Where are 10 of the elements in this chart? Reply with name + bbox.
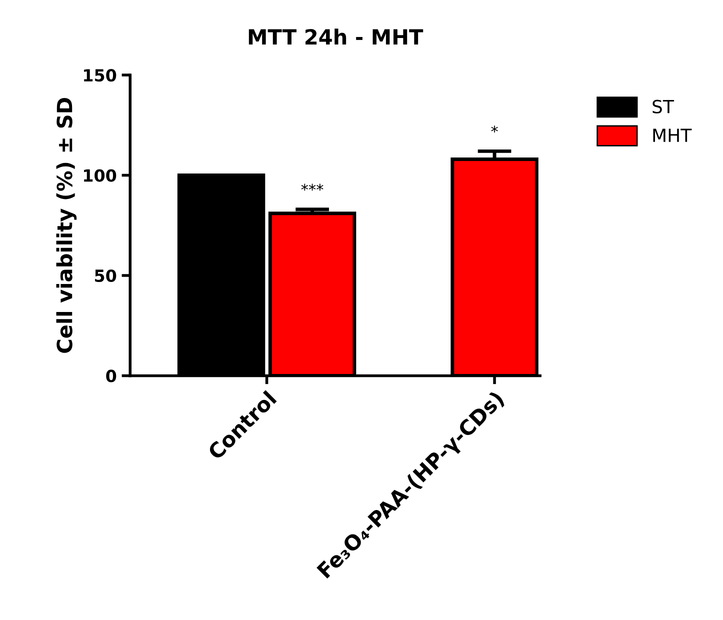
chart-title: MTT 24h - MHT xyxy=(248,28,424,44)
legend-label: ST xyxy=(652,100,674,114)
y-tick-label: 50 xyxy=(95,269,116,282)
y-tick-label: 150 xyxy=(84,68,116,82)
y-tick-label: 0 xyxy=(106,370,116,382)
annotation: *** xyxy=(301,184,324,191)
annotation: * xyxy=(491,126,498,133)
legend-label: MHT xyxy=(653,128,692,142)
y-tick-label: 100 xyxy=(84,169,116,182)
y-axis-title: Cell viability (%) ± SD xyxy=(56,98,77,353)
